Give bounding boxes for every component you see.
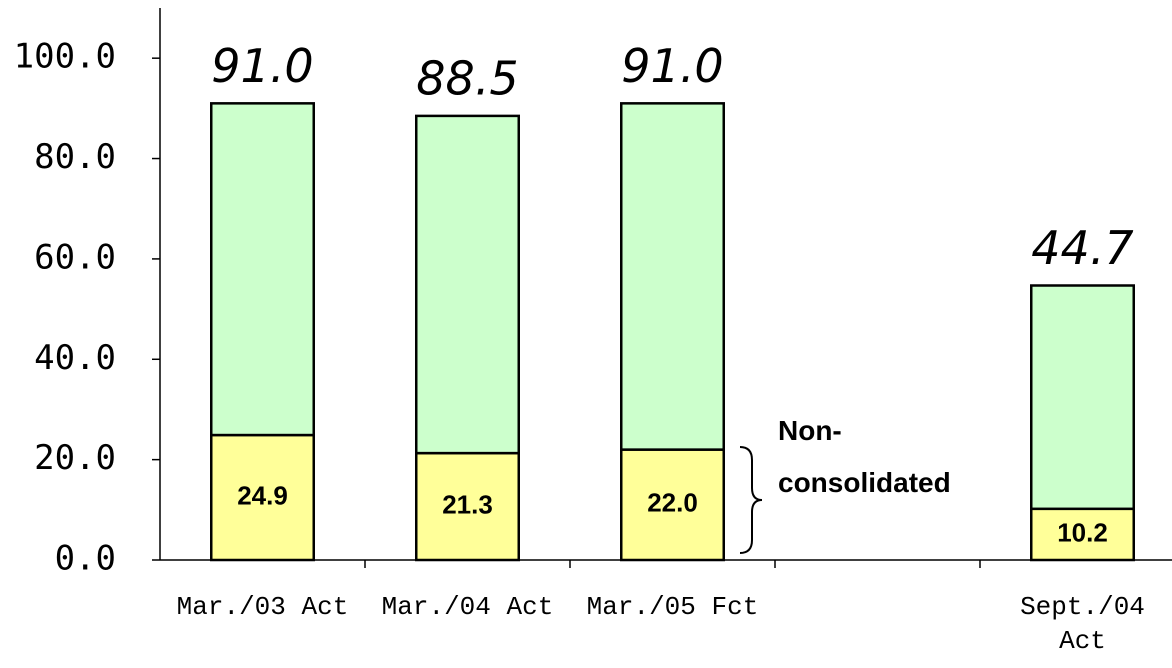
- data-label: 10.2: [1057, 517, 1108, 547]
- bar-segment: [210, 433, 315, 562]
- y-tick-label: 80.0: [34, 137, 116, 177]
- annotation: Non-: [778, 415, 842, 446]
- bar-segment: [620, 102, 725, 451]
- data-label: 21.3: [442, 489, 493, 519]
- y-tick-label: 60.0: [34, 237, 116, 277]
- x-tick-label: Mar./04 Act: [381, 592, 554, 622]
- x-tick-label: Mar./05 Fct: [586, 592, 759, 622]
- y-tick-label: 0.0: [55, 539, 116, 579]
- x-tick-label: Mar./03 Act: [176, 592, 349, 622]
- y-tick-label: 100.0: [14, 37, 116, 77]
- bar-segment: [1030, 284, 1135, 511]
- bar-segment: [415, 114, 520, 455]
- total-label: 91.0: [211, 39, 313, 93]
- total-label: 91.0: [621, 39, 723, 93]
- y-tick-label: 40.0: [34, 338, 116, 378]
- total-label: 44.7: [1031, 221, 1133, 275]
- bar-segment: [210, 102, 315, 437]
- annotation: consolidated: [778, 467, 951, 498]
- total-label: 88.5: [416, 51, 518, 105]
- y-tick-label: 20.0: [34, 438, 116, 478]
- data-label: 22.0: [647, 488, 698, 518]
- brace: [739, 446, 763, 554]
- data-label: 24.9: [237, 480, 288, 510]
- x-tick-label: Sept./04 Act: [1020, 592, 1145, 656]
